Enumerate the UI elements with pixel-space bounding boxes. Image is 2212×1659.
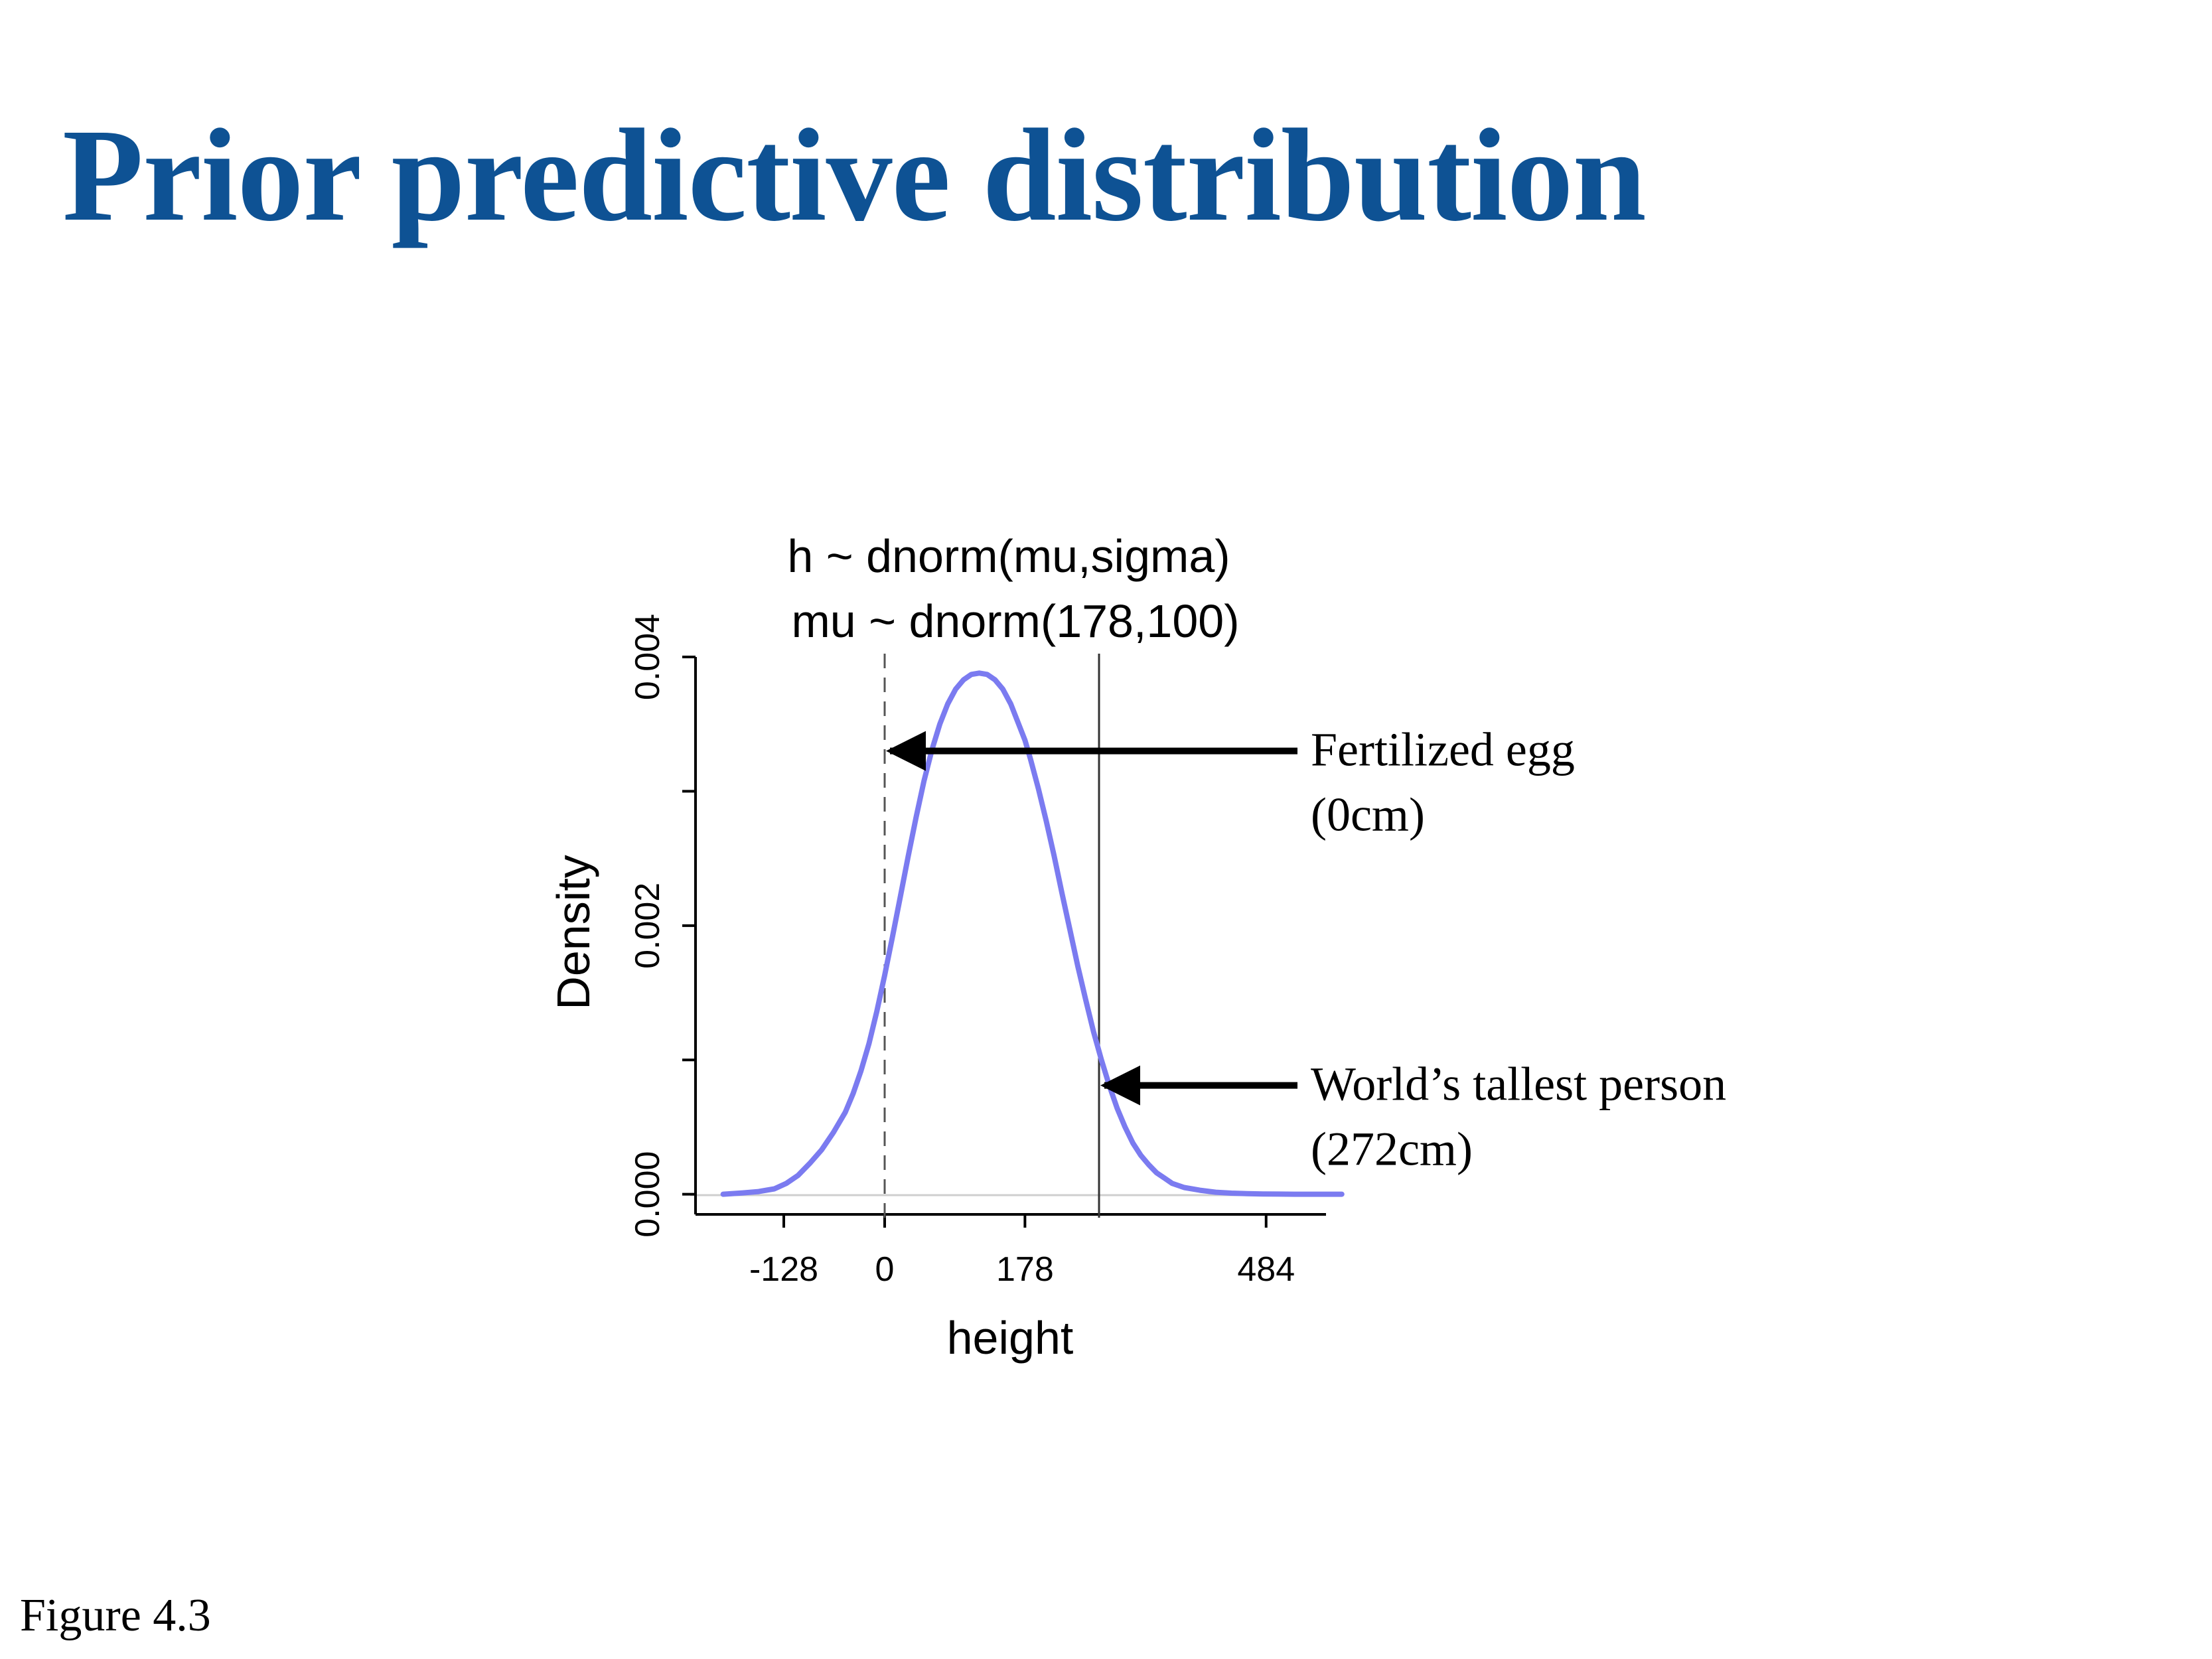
y-axis-label: Density (548, 855, 599, 1009)
y-tick-label: 0.000 (628, 1151, 667, 1238)
chart-title-line-1: h ~ dnorm(mu,sigma) (787, 530, 1230, 582)
y-ticks: 0.000 0.002 0.004 (628, 614, 696, 1238)
annotations: Fertilized egg (0cm) World’s tallest perso… (886, 723, 1726, 1176)
slide-title: Prior predictive distribution (62, 102, 1647, 249)
x-tick-label: 178 (996, 1250, 1054, 1289)
figure-caption: Figure 4.3 (20, 1590, 211, 1641)
x-tick-label: 0 (875, 1250, 895, 1289)
y-tick-label: 0.002 (628, 883, 667, 969)
annotation-label: (272cm) (1311, 1123, 1473, 1176)
annotation-label: (0cm) (1311, 788, 1425, 841)
x-tick-label: 484 (1237, 1250, 1295, 1289)
x-axis-label: height (947, 1312, 1074, 1364)
chart-title-line-2: mu ~ dnorm(178,100) (791, 595, 1239, 647)
x-ticks: -128 0 178 484 (749, 1214, 1295, 1289)
reference-lines (883, 654, 1100, 1218)
x-tick-label: -128 (749, 1250, 818, 1289)
density-line (720, 670, 1345, 1197)
annotation-label: World’s tallest person (1311, 1058, 1726, 1111)
y-tick-label: 0.004 (628, 614, 667, 700)
annotation-label: Fertilized egg (1311, 723, 1575, 776)
